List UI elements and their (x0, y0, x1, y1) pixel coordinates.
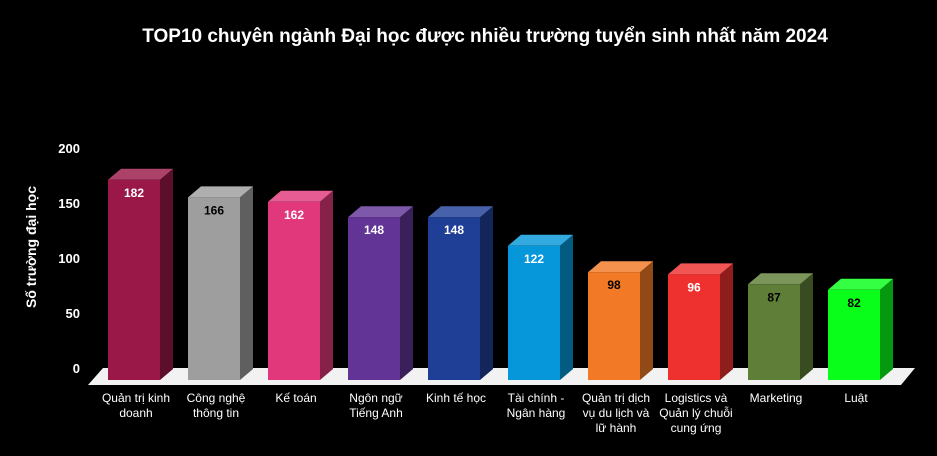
bars-group: 182 166 162 148 148 122 98 96 87 82 (108, 168, 893, 380)
bar-8: 96 (668, 263, 733, 380)
x-tick-label-line: Công nghệ (187, 391, 246, 405)
bar-front (108, 179, 160, 380)
bar-front (748, 284, 800, 380)
bar-value-label: 148 (364, 223, 384, 237)
y-tick-label: 200 (58, 141, 80, 156)
bar-front (348, 217, 400, 380)
chart-title: TOP10 chuyên ngành Đại học được nhiều tr… (142, 26, 828, 47)
bar-top (588, 261, 653, 273)
bar-front (668, 274, 720, 380)
bar-10: 82 (828, 278, 893, 380)
y-tick-label: 50 (66, 306, 80, 321)
x-tick-label-line: Kinh tế học (426, 391, 486, 405)
bar-top (428, 206, 493, 218)
bar-value-label: 166 (204, 203, 224, 217)
bar-side (400, 206, 413, 380)
bar-4: 148 (348, 206, 413, 380)
y-tick-label: 150 (58, 196, 80, 211)
y-axis-label: Số trường đại học (23, 186, 39, 308)
bar-value-label: 82 (847, 296, 861, 310)
bar-side (160, 168, 173, 380)
bar-front (188, 197, 240, 380)
y-tick-label: 0 (73, 361, 80, 376)
bar-value-label: 96 (687, 280, 701, 294)
bar-top (108, 168, 173, 180)
x-tick-label: Kinh tế học (426, 391, 486, 405)
x-tick-label-line: Logistics và (665, 391, 728, 405)
x-tick-label: Luật (844, 391, 868, 405)
bar-value-label: 98 (607, 278, 621, 292)
x-tick-label-line: Tài chính - (508, 391, 565, 405)
x-tick-label-line: vụ du lịch và (583, 406, 650, 420)
x-tick-label-line: lữ hành (596, 421, 637, 435)
x-tick-label-line: thông tin (193, 406, 239, 420)
x-tick-label-line: Quản trị dịch (582, 391, 650, 405)
bar-top (268, 190, 333, 202)
bar-1: 182 (108, 168, 173, 380)
bar-top (748, 273, 813, 285)
x-tick-label: Marketing (750, 391, 803, 405)
y-axis-ticks: 0 50 100 150 200 (58, 141, 80, 376)
bar-top (828, 278, 893, 290)
x-tick-label: Tài chính -Ngân hàng (507, 391, 566, 420)
bar-side (560, 234, 573, 380)
bar-top (188, 186, 253, 198)
bar-side (320, 190, 333, 380)
bar-value-label: 148 (444, 223, 464, 237)
bar-value-label: 182 (124, 186, 144, 200)
x-tick-label-line: Quản lý chuỗi (659, 405, 732, 420)
bar-front (508, 245, 560, 380)
bar-side (880, 278, 893, 380)
bar-front (268, 201, 320, 380)
bar-side (240, 186, 253, 380)
bar-3: 162 (268, 190, 333, 380)
bar-side (800, 273, 813, 380)
y-tick-label: 100 (58, 251, 80, 266)
bar-side (480, 206, 493, 380)
bar-front (588, 272, 640, 380)
x-tick-label-line: Ngân hàng (507, 406, 566, 420)
bar-value-label: 122 (524, 252, 544, 266)
x-tick-label-line: Ngôn ngữ (349, 391, 402, 405)
bar-value-label: 87 (767, 290, 781, 304)
x-tick-label-line: Tiếng Anh (349, 406, 403, 420)
x-tick-label-line: cung ứng (671, 421, 722, 435)
bar-2: 166 (188, 186, 253, 380)
x-tick-label-line: Marketing (750, 391, 803, 405)
bar-value-label: 162 (284, 208, 304, 222)
x-tick-label-line: Quản trị kinh (102, 391, 170, 405)
bar-6: 122 (508, 234, 573, 380)
x-tick-label-line: Luật (844, 391, 868, 405)
bar-top (348, 206, 413, 218)
bar-top (668, 263, 733, 275)
bar-side (640, 261, 653, 380)
x-tick-label: Kế toán (275, 391, 316, 405)
x-tick-label-line: doanh (119, 406, 152, 420)
bar-front (828, 289, 880, 380)
bar-front (428, 217, 480, 380)
bar-7: 98 (588, 261, 653, 380)
bar-9: 87 (748, 273, 813, 380)
bar-top (508, 234, 573, 246)
bar-side (720, 263, 733, 380)
x-tick-label-line: Kế toán (275, 391, 316, 405)
bar-5: 148 (428, 206, 493, 380)
